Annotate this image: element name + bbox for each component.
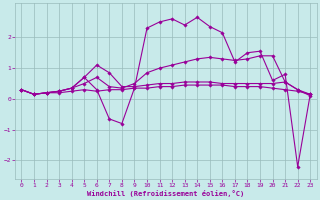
X-axis label: Windchill (Refroidissement éolien,°C): Windchill (Refroidissement éolien,°C) [87, 190, 244, 197]
